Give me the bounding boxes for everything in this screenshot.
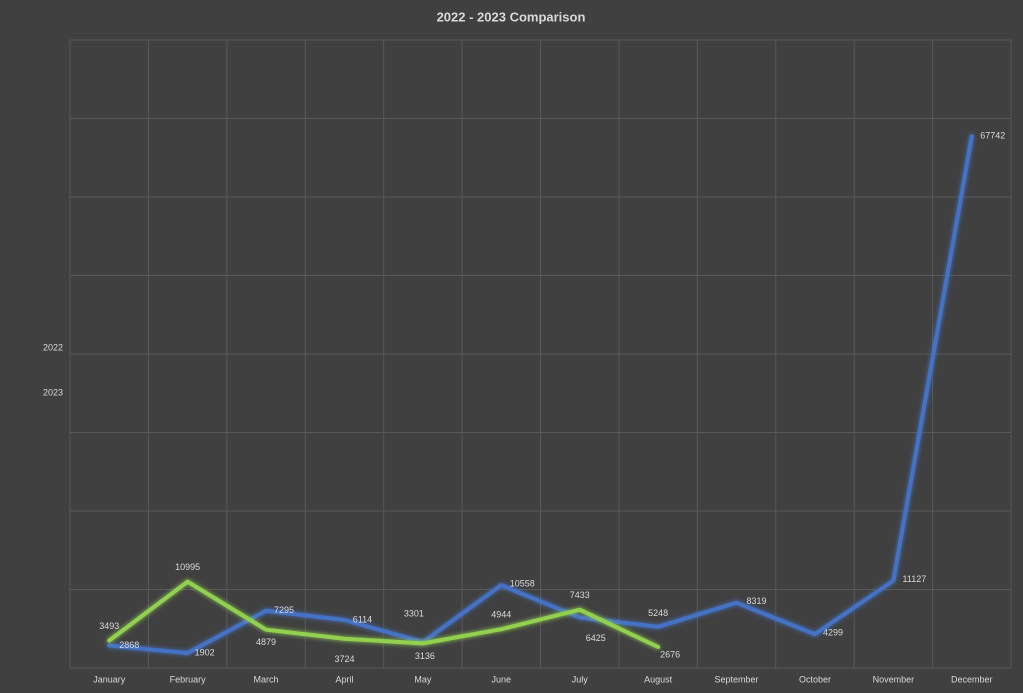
x-tick-label: September — [715, 674, 759, 684]
data-label: 7433 — [570, 590, 590, 600]
series-line — [107, 134, 974, 656]
data-label: 1902 — [195, 647, 215, 657]
data-label: 2676 — [660, 649, 680, 659]
data-label: 5248 — [648, 608, 668, 618]
x-tick-label: May — [414, 674, 432, 684]
data-label: 3301 — [404, 608, 424, 618]
x-tick-label: March — [254, 674, 279, 684]
data-label: 4944 — [491, 610, 511, 620]
x-tick-label: August — [644, 674, 673, 684]
legend-label: 2022 — [43, 342, 63, 352]
data-label: 3493 — [99, 621, 119, 631]
data-label: 6114 — [353, 614, 372, 624]
data-label: 10558 — [510, 578, 535, 588]
data-label: 2868 — [119, 640, 139, 650]
chart-title: 2022 - 2023 Comparison — [437, 9, 586, 24]
x-tick-label: October — [799, 674, 831, 684]
data-label: 67742 — [980, 131, 1005, 141]
data-label: 3136 — [415, 651, 435, 661]
data-label: 10995 — [175, 562, 200, 572]
data-label: 3724 — [334, 654, 354, 664]
legend-label: 2023 — [43, 387, 63, 397]
data-label: 4879 — [256, 637, 276, 647]
x-tick-label: December — [951, 674, 993, 684]
series-line — [107, 579, 661, 649]
data-label: 7295 — [274, 605, 294, 615]
x-tick-label: January — [93, 674, 126, 684]
x-tick-label: April — [335, 674, 353, 684]
x-tick-label: July — [572, 674, 589, 684]
data-label: 8319 — [747, 596, 767, 606]
x-tick-label: November — [873, 674, 915, 684]
data-label: 11127 — [903, 574, 927, 584]
data-label: 6425 — [586, 633, 606, 643]
x-tick-label: February — [170, 674, 207, 684]
data-label: 4299 — [823, 628, 843, 638]
x-tick-label: June — [492, 674, 512, 684]
